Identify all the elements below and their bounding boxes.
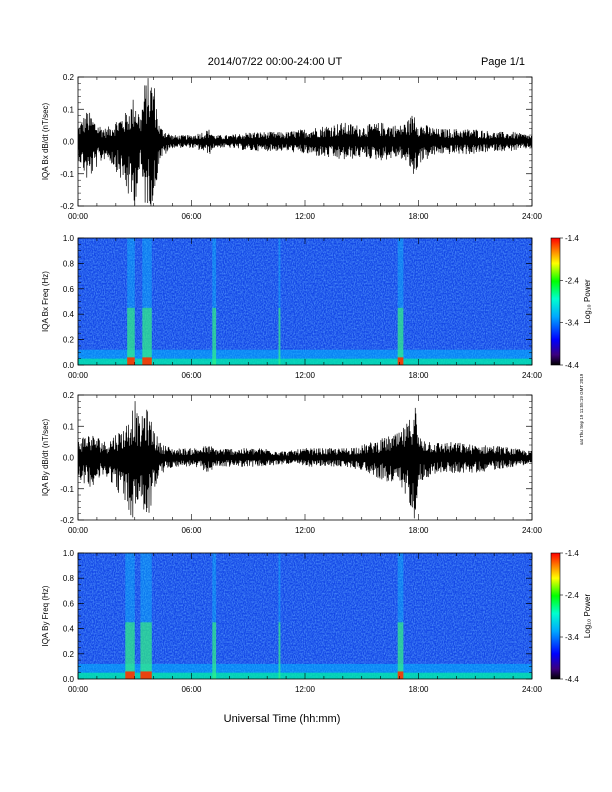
colorbar	[550, 552, 561, 680]
enhanced-interval-peak	[127, 357, 135, 365]
y-tick-label: 1.0	[63, 549, 75, 558]
enhanced-interval	[397, 238, 404, 365]
y-tick-label: 0.6	[63, 285, 75, 294]
x-tick-label: 06:00	[181, 685, 202, 694]
enhanced-interval-core	[278, 622, 281, 679]
spectrogram-noise	[78, 238, 532, 365]
figure-title: 2014/07/22 00:00-24:00 UT	[208, 56, 343, 68]
y-tick-label: 0.2	[63, 650, 75, 659]
enhanced-interval-core	[127, 307, 135, 365]
colorbar-tick-label: -4.4	[565, 361, 579, 370]
panel-1: 0.2 0.1 0.0 -0.1 -0.200:00 06:00 12:00 18:00 24:…	[41, 73, 543, 221]
y-tick-label: 0.6	[63, 599, 75, 608]
y-axis-label: IQA By Freq (Hz)	[41, 585, 50, 646]
enhanced-interval-peak	[140, 671, 152, 679]
spectrogram-noise	[78, 553, 532, 679]
x-tick-label: 24:00	[522, 526, 543, 535]
colorbar-tick-label: -3.4	[565, 319, 579, 328]
y-tick-label: 0.0	[63, 361, 75, 370]
x-axis-title: Universal Time (hh:mm)	[224, 713, 341, 725]
enhanced-interval-core	[212, 622, 217, 679]
x-tick-label: 00:00	[68, 212, 89, 221]
enhanced-interval	[397, 553, 404, 679]
y-tick-label: 0.2	[63, 73, 75, 82]
side-note: sat Thu Sep 19 11:55:19 GMT 2019	[579, 373, 584, 445]
colorbar-label: Log₁₀ Power	[583, 279, 592, 324]
colorbar-label: Log₁₀ Power	[583, 594, 592, 639]
y-tick-label: 0.2	[63, 336, 75, 345]
y-tick-label: 0.4	[63, 625, 75, 634]
enhanced-interval-core	[140, 622, 152, 679]
y-tick-label: 1.0	[63, 234, 75, 243]
x-tick-label: 18:00	[408, 526, 429, 535]
y-tick-label: 0.8	[63, 574, 75, 583]
enhanced-interval-peak	[142, 357, 152, 365]
x-tick-label: 06:00	[181, 526, 202, 535]
y-axis-label: IQA By dB/dt (nT/sec)	[41, 418, 50, 496]
y-tick-label: 0.1	[63, 422, 75, 431]
panel-3: 0.2 0.1 0.0 -0.1 -0.200:00 06:00 12:00 18:00 24:…	[41, 391, 543, 535]
enhanced-interval-core	[125, 622, 135, 679]
enhanced-interval	[127, 238, 135, 365]
enhanced-interval	[212, 238, 217, 365]
enhanced-interval-peak	[397, 671, 404, 679]
dbdt-trace	[78, 78, 532, 206]
x-tick-label: 00:00	[68, 685, 89, 694]
y-tick-label: 0.4	[63, 310, 75, 319]
y-tick-label: 0.0	[63, 138, 75, 147]
enhanced-interval-core	[212, 307, 217, 365]
enhanced-interval-peak	[397, 357, 404, 365]
x-tick-label: 00:00	[68, 371, 89, 380]
x-tick-label: 12:00	[295, 685, 316, 694]
x-tick-label: 12:00	[295, 212, 316, 221]
colorbar-tick-label: -1.4	[565, 234, 579, 243]
x-tick-label: 06:00	[181, 371, 202, 380]
enhanced-interval-core	[397, 307, 404, 365]
x-tick-label: 00:00	[68, 526, 89, 535]
y-tick-label: 0.0	[63, 454, 75, 463]
dbdt-trace	[78, 401, 532, 519]
colorbar-tick-label: -3.4	[565, 633, 579, 642]
page-indicator: Page 1/1	[481, 56, 525, 68]
enhanced-interval	[142, 238, 152, 365]
y-tick-label: 0.0	[63, 675, 75, 684]
y-tick-label: 0.2	[63, 391, 75, 400]
enhanced-interval-core	[397, 622, 404, 679]
colorbar-tick-label: -2.4	[565, 276, 579, 285]
colorbar-tick-label: -1.4	[565, 549, 579, 558]
enhanced-interval-core	[142, 307, 152, 365]
x-tick-label: 24:00	[522, 212, 543, 221]
enhanced-interval	[212, 553, 217, 679]
y-tick-label: 0.8	[63, 259, 75, 268]
y-tick-label: -0.2	[60, 516, 74, 525]
colorbar-tick-label: -2.4	[565, 591, 579, 600]
enhanced-interval	[125, 553, 135, 679]
y-tick-label: 0.1	[63, 105, 75, 114]
enhanced-interval-peak	[125, 671, 135, 679]
y-axis-label: IQA Bx Freq (Hz)	[41, 271, 50, 332]
x-tick-label: 24:00	[522, 685, 543, 694]
y-axis-label: IQA Bx dB/dt (nT/sec)	[41, 102, 50, 180]
x-tick-label: 12:00	[295, 371, 316, 380]
enhanced-interval	[278, 553, 281, 679]
enhanced-interval	[278, 238, 281, 365]
x-tick-label: 18:00	[408, 212, 429, 221]
x-tick-label: 18:00	[408, 371, 429, 380]
colorbar	[550, 237, 561, 366]
panel-4: -1.4 -2.4 -3.4 -4.4 Log₁₀ Power 1.0 0.8 0.6 0.4 0…	[41, 549, 592, 694]
x-tick-label: 12:00	[295, 526, 316, 535]
x-tick-label: 18:00	[408, 685, 429, 694]
enhanced-interval-core	[278, 307, 281, 365]
enhanced-interval	[140, 553, 152, 679]
panel-2: -1.4 -2.4 -3.4 -4.4 Log₁₀ Power 1.0 0.8 0.6 0.4 0…	[41, 234, 592, 380]
colorbar-tick-label: -4.4	[565, 675, 579, 684]
y-tick-label: -0.1	[60, 170, 74, 179]
x-tick-label: 06:00	[181, 212, 202, 221]
y-tick-label: -0.2	[60, 202, 74, 211]
x-tick-label: 24:00	[522, 371, 543, 380]
y-tick-label: -0.1	[60, 485, 74, 494]
